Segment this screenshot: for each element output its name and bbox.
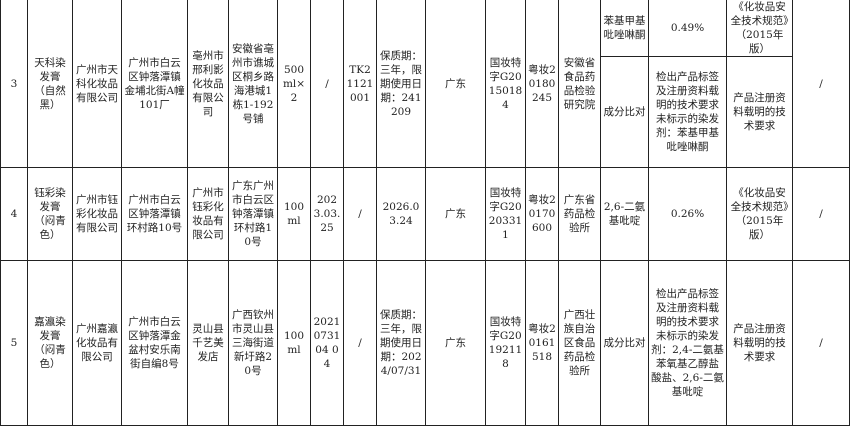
batch: TK21121001	[343, 0, 377, 168]
test-standard: 《化妆品安全技术规范》（2015年版）	[726, 167, 793, 261]
row-number: 4	[0, 167, 28, 261]
shelf-life: 保质期：三年，限期使用日期：241209	[376, 0, 426, 168]
province: 广东	[425, 0, 486, 168]
sampled-address: 安徽省亳州市谯城区桐乡路海港城1栋1-192号铺	[228, 0, 278, 168]
table-row: 5 嘉瀛染发膏（闷青色） 广州嘉瀛化妆品有限公司 广州市白云区钟落潭金盆村安乐南…	[0, 260, 850, 426]
test-item: 成分比对	[600, 260, 649, 426]
license: 国妆特字G20192118	[485, 260, 526, 426]
test-item: 苯基甲基吡唑啉酮	[600, 0, 649, 57]
product-name: 钰彩染发膏（闷青色）	[27, 167, 73, 261]
producer: 广州市天科化妆品有限公司	[72, 0, 122, 168]
test-result: 0.49%	[648, 0, 727, 57]
remark: /	[792, 167, 850, 261]
table-row: 4 钰彩染发膏（闷青色） 广州市钰彩化妆品有限公司 广州市白云区钟落潭镇环村路1…	[0, 167, 850, 261]
producer: 广州嘉瀛化妆品有限公司	[72, 260, 122, 426]
product-name: 嘉瀛染发膏（闷青色）	[27, 260, 73, 426]
test-result: 检出产品标签及注册资料载明的技术要求未标示的染发剂：2,4-二氨基苯氧基乙醇盐酸…	[648, 260, 727, 426]
producer-address: 广州市白云区钟落潭镇金埔北街A幢101厂	[121, 0, 188, 168]
table-subrow: 成分比对 检出产品标签及注册资料载明的技术要求未标示的染发剂：苯基甲基吡唑啉酮 …	[1, 56, 850, 168]
table-row: 3 天科染发膏（自然黑） 广州市天科化妆品有限公司 广州市白云区钟落潭镇金埔北街…	[0, 0, 850, 168]
test-standard: 《化妆品安全技术规范》（2015年版）	[726, 0, 793, 57]
permit: 粤妆20170600	[525, 167, 559, 261]
shelf-life: 保质期：三年，限期使用日期：2024/07/31	[376, 260, 426, 426]
sampled-address: 广东广州市白云区钟落潭镇环村路10号	[228, 167, 278, 261]
lab: 安徽省食品药品检验研究院	[558, 0, 601, 168]
test-result: 检出产品标签及注册资料载明的技术要求未标示的染发剂：苯基甲基吡唑啉酮	[648, 56, 727, 168]
permit: 粤妆20180245	[525, 0, 559, 168]
row-number: 5	[0, 260, 28, 426]
sampled-unit: 灵山县千艺美发店	[187, 260, 229, 426]
producer: 广州市钰彩化妆品有限公司	[72, 167, 122, 261]
test-item: 成分比对	[600, 56, 649, 168]
remark: /	[792, 260, 850, 426]
producer-address: 广州市白云区钟落潭镇环村路10号	[121, 167, 188, 261]
test-result: 0.26%	[648, 167, 727, 261]
batch: /	[343, 260, 377, 426]
batch: /	[343, 167, 377, 261]
sampled-unit: 广州市钰彩化妆品有限公司	[187, 167, 229, 261]
license: 国妆特字G20150184	[485, 0, 526, 168]
province: 广东	[425, 260, 486, 426]
test-standard: 产品注册资料载明的技术要求	[726, 56, 793, 168]
lab: 广东省药品检验所	[558, 167, 601, 261]
sampled-address: 广西钦州市灵山县三海街道新圩路20号	[228, 260, 278, 426]
spec: 100ml	[277, 167, 311, 261]
permit: 粤妆20161518	[525, 260, 559, 426]
sampled-unit: 亳州市邢利影化妆品有限公司	[187, 0, 229, 168]
spec: 500ml×2	[277, 0, 311, 168]
production-date: /	[310, 0, 344, 168]
product-name: 天科染发膏（自然黑）	[27, 0, 73, 168]
test-standard: 产品注册资料载明的技术要求	[726, 260, 793, 426]
shelf-life: 2026.03.24	[376, 167, 426, 261]
lab: 广西壮族自治区食品药品检验所	[558, 260, 601, 426]
test-item: 2,6-二氨基吡啶	[600, 167, 649, 261]
production-date: 2021073104 04	[310, 260, 344, 426]
license: 国妆特字G20203311	[485, 167, 526, 261]
spec: 100ml	[277, 260, 311, 426]
province: 广东	[425, 167, 486, 261]
producer-address: 广州市白云区钟落潭金盆村安乐南街自编8号	[121, 260, 188, 426]
production-date: 2023.03.25	[310, 167, 344, 261]
remark: /	[792, 0, 850, 168]
row-number: 3	[0, 0, 28, 168]
